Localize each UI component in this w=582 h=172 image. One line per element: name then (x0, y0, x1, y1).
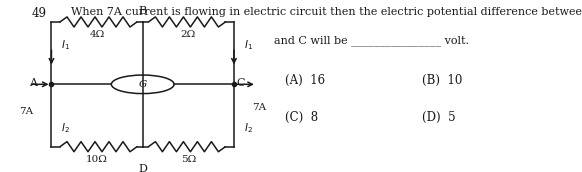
Text: 49: 49 (31, 7, 47, 20)
Text: (C)  8: (C) 8 (285, 111, 318, 124)
Text: $I_2$: $I_2$ (61, 121, 70, 135)
Text: 10Ω: 10Ω (86, 155, 108, 164)
Text: A: A (29, 78, 37, 88)
Text: 2Ω: 2Ω (180, 30, 196, 39)
Text: G: G (139, 80, 147, 89)
Text: (B)  10: (B) 10 (422, 74, 463, 87)
Text: $I_1$: $I_1$ (61, 39, 70, 52)
Text: (A)  16: (A) 16 (285, 74, 325, 87)
Text: 7A: 7A (19, 107, 33, 116)
Text: C: C (237, 78, 246, 88)
Text: 4Ω: 4Ω (90, 30, 105, 39)
Text: 5Ω: 5Ω (180, 155, 196, 164)
Text: B: B (139, 6, 147, 16)
Text: (D)  5: (D) 5 (422, 111, 456, 124)
Text: $I_1$: $I_1$ (244, 39, 253, 52)
Text: and C will be ________________ volt.: and C will be ________________ volt. (274, 35, 469, 46)
Text: D: D (139, 164, 147, 172)
Text: $I_2$: $I_2$ (244, 121, 253, 135)
Text: 7A: 7A (253, 103, 267, 112)
Text: When 7A current is flowing in electric circuit then the electric potential diffe: When 7A current is flowing in electric c… (72, 7, 582, 17)
